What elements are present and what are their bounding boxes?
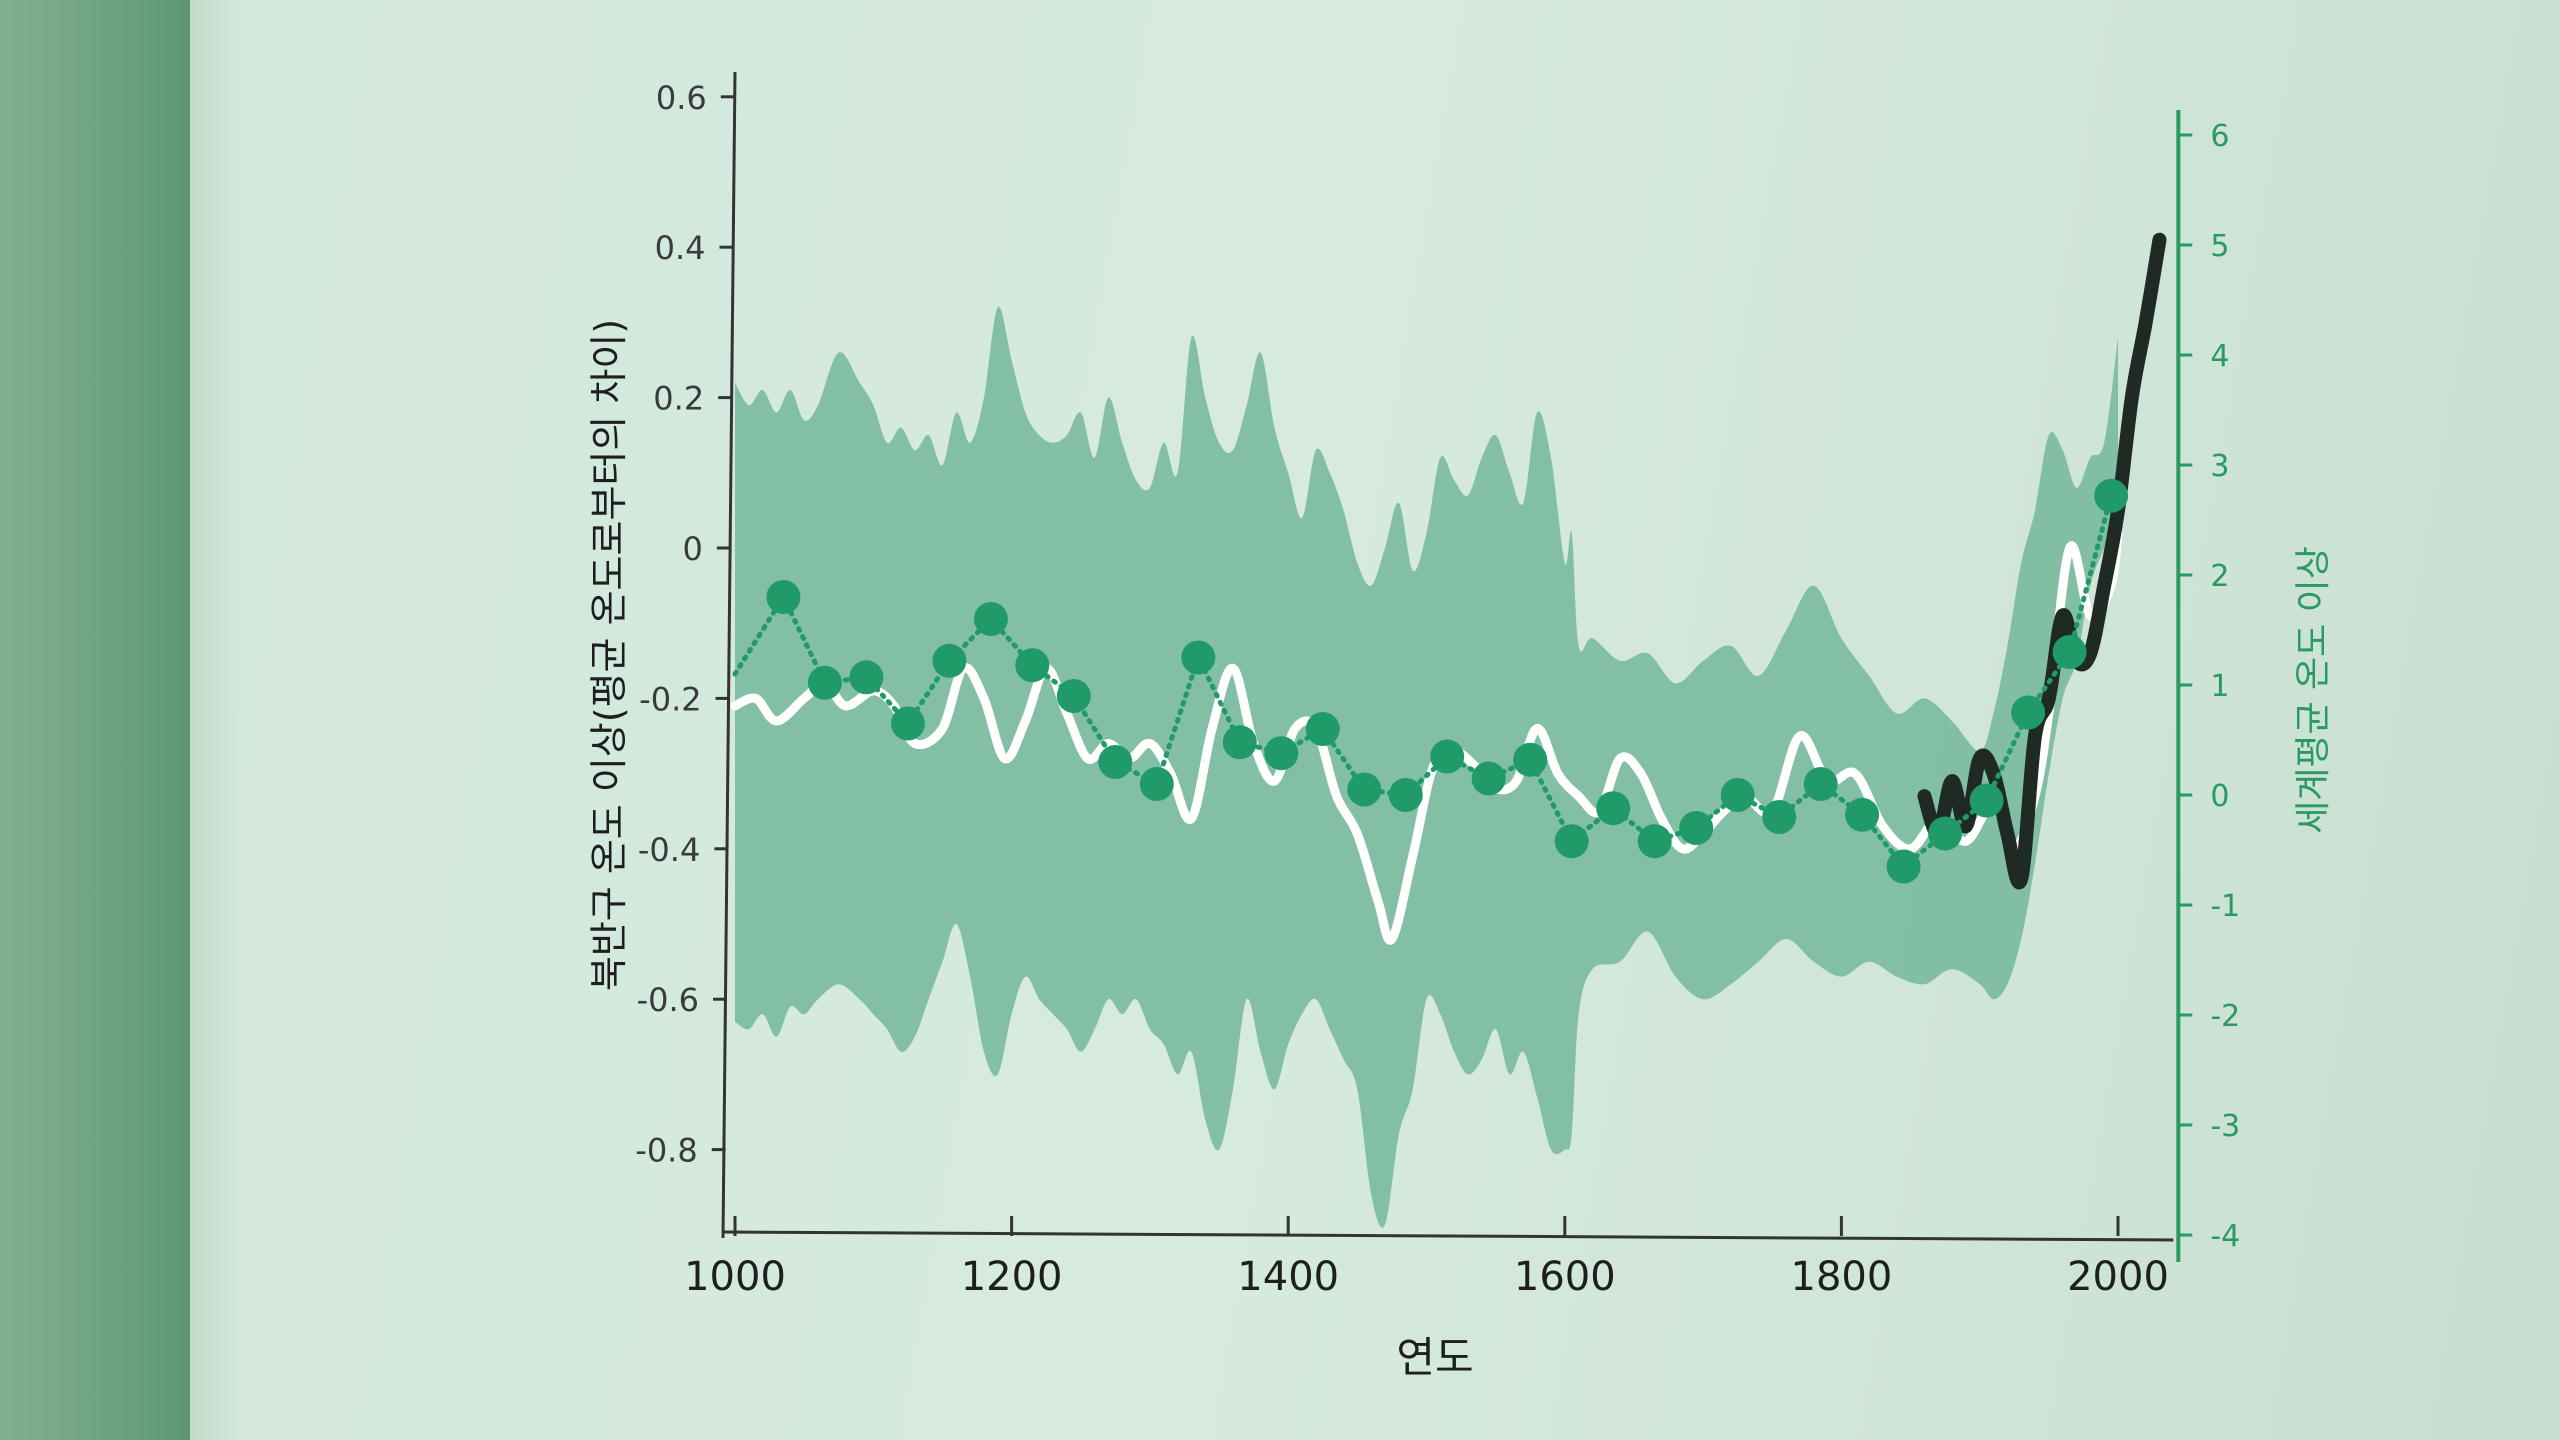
right-tick-label: -3 bbox=[2210, 1109, 2240, 1144]
global-dot-point bbox=[1679, 811, 1714, 845]
global-dot-point bbox=[1264, 736, 1299, 771]
right-tick-label: 3 bbox=[2210, 449, 2229, 484]
left-tick-label: -0.2 bbox=[639, 680, 701, 718]
global-dot-point bbox=[1637, 824, 1672, 859]
right-tick-label: 4 bbox=[2210, 339, 2229, 374]
global-dot-point bbox=[1471, 761, 1506, 796]
global-dots-layer bbox=[732, 478, 2129, 884]
left-tick-label: 0 bbox=[683, 530, 703, 568]
left-tick-label: 0.4 bbox=[655, 229, 706, 267]
global-dot-point bbox=[766, 580, 801, 614]
reconstruction-line bbox=[730, 528, 2123, 945]
global-dot-point bbox=[1139, 767, 1174, 801]
uncertainty-band bbox=[735, 306, 2118, 1228]
global-dot-point bbox=[1098, 745, 1133, 779]
right-tick-label: 1 bbox=[2210, 669, 2229, 704]
right-tick-label: -4 bbox=[2210, 1219, 2240, 1254]
global-dot-point bbox=[2094, 478, 2129, 513]
global-dot-point bbox=[1305, 712, 1340, 746]
left-tick-label: 0.6 bbox=[656, 79, 707, 117]
instrumental-line bbox=[1917, 232, 2167, 890]
left-y-axis-line bbox=[721, 71, 737, 1239]
x-tick-label: 1400 bbox=[1237, 1254, 1339, 1300]
left-tick-label: 0.2 bbox=[653, 380, 704, 418]
right-tick-label: 6 bbox=[2210, 119, 2229, 154]
global-dot-point bbox=[1886, 849, 1921, 884]
global-dot-point bbox=[973, 602, 1008, 636]
left-tick-label: -0.4 bbox=[638, 831, 700, 869]
global-dot-point bbox=[2052, 635, 2087, 669]
x-axis-title: 연도 bbox=[1396, 1333, 1473, 1382]
axes-layer: 1000 1200 1400 1600 1800 2000 0.6 0.4 0.2 0 -0.2 -0… bbox=[635, 71, 2240, 1300]
global-dot-point bbox=[1720, 778, 1755, 812]
x-tick-label: 1200 bbox=[961, 1254, 1063, 1300]
global-dot-point bbox=[1056, 679, 1091, 713]
global-dot-point bbox=[890, 706, 925, 741]
global-dot-point bbox=[1347, 772, 1382, 807]
x-tick-label: 2000 bbox=[2067, 1254, 2169, 1300]
right-axis-title: 세계평균 온도 이상 bbox=[2293, 546, 2334, 834]
global-dot-point bbox=[1513, 742, 1548, 777]
global-dot-point bbox=[1969, 783, 2004, 818]
left-tick-label: -0.8 bbox=[635, 1132, 697, 1170]
global-dot-point bbox=[849, 660, 884, 695]
global-dot-point bbox=[1762, 800, 1797, 834]
left-tick-label: -0.6 bbox=[637, 981, 699, 1019]
global-dot-point bbox=[1554, 824, 1589, 859]
x-tick-label: 1800 bbox=[1791, 1254, 1893, 1300]
right-tick-label: 2 bbox=[2210, 559, 2229, 594]
global-dot-point bbox=[1596, 791, 1631, 826]
x-tick-label: 1000 bbox=[684, 1254, 786, 1300]
global-dot-point bbox=[932, 643, 967, 678]
global-dot-point bbox=[807, 665, 842, 700]
uncertainty-band-layer bbox=[735, 306, 2118, 1228]
global-dot-point bbox=[1845, 797, 1880, 832]
x-axis-line bbox=[722, 1230, 2174, 1242]
global-dot-point bbox=[1388, 778, 1423, 812]
right-tick-label: 5 bbox=[2210, 229, 2229, 264]
global-dot-point bbox=[2011, 695, 2046, 730]
x-tick-label: 1600 bbox=[1514, 1254, 1616, 1300]
global-dot-point bbox=[1928, 816, 1963, 851]
global-dots-connector bbox=[732, 493, 2114, 871]
global-dot-point bbox=[1015, 648, 1050, 683]
instrumental-line-layer bbox=[1917, 232, 2167, 890]
right-tick-label: -2 bbox=[2210, 999, 2240, 1034]
global-dot-point bbox=[1430, 739, 1465, 774]
global-dot-point bbox=[1181, 640, 1216, 675]
right-tick-label: -1 bbox=[2210, 889, 2240, 924]
global-dot-point bbox=[1803, 767, 1838, 801]
reconstruction-line-layer bbox=[730, 528, 2123, 945]
right-tick-label: 0 bbox=[2210, 779, 2229, 814]
page-fold bbox=[190, 0, 235, 1440]
global-dot-point bbox=[1222, 725, 1257, 760]
left-axis-title: 북반구 온도 이상(평균 온도로부터의 차이) bbox=[587, 319, 631, 991]
book-spine bbox=[0, 0, 190, 1440]
